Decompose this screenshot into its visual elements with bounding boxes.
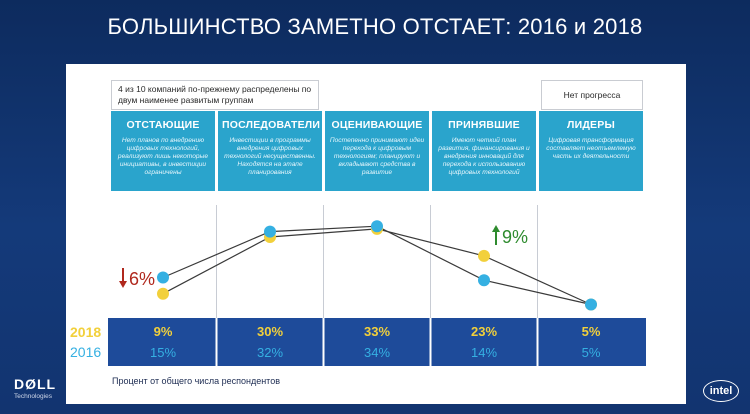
category-name: ПРИНЯВШИЕ	[448, 119, 520, 131]
category-description: Инвестиции в программы внедрения цифровы…	[224, 137, 316, 176]
category-followers: ПОСЛЕДОВАТЕЛИ Инвестиции в программы вне…	[218, 111, 322, 191]
values-row	[108, 318, 646, 366]
change-annotation: 6%	[129, 269, 155, 289]
values-row-divider	[429, 318, 432, 366]
values-row-divider	[215, 318, 218, 366]
category-name: ОЦЕНИВАЮЩИЕ	[331, 119, 423, 131]
laggards-note: 4 из 10 компаний по-прежнему распределен…	[111, 80, 319, 110]
dell-logo-sub: Technologies	[14, 393, 52, 400]
value-label-2018: 9%	[154, 324, 173, 339]
data-point-2016	[478, 274, 490, 287]
data-point-2016	[585, 298, 597, 311]
leaders-note: Нет прогресса	[541, 80, 643, 110]
value-label-2018: 5%	[582, 324, 601, 339]
up-arrow-icon	[492, 225, 500, 232]
values-row-divider	[536, 318, 539, 366]
values-row-divider	[322, 318, 325, 366]
legend-2016: 2016	[70, 344, 102, 360]
category-evaluators: ОЦЕНИВАЮЩИЕ Постепенно принимают идеи пе…	[325, 111, 429, 191]
value-label-2018: 33%	[364, 324, 390, 339]
category-name: ПОСЛЕДОВАТЕЛИ	[222, 119, 321, 131]
value-label-2016: 34%	[364, 345, 390, 360]
down-arrow-icon	[119, 281, 127, 288]
intel-logo: intel	[703, 380, 739, 402]
category-description: Постепенно принимают идеи перехода к циф…	[329, 137, 425, 176]
legend-2018: 2018	[70, 324, 102, 340]
dell-logo: DØLL	[14, 376, 57, 392]
category-description: Цифровая трансформация составляет неотъе…	[546, 137, 636, 160]
value-label-2016: 32%	[257, 345, 283, 360]
data-point-2016	[264, 225, 276, 238]
value-label-2018: 30%	[257, 324, 283, 339]
value-label-2018: 23%	[471, 324, 497, 339]
data-point-2016	[157, 271, 169, 284]
category-name: ЛИДЕРЫ	[567, 119, 615, 131]
category-leaders: ЛИДЕРЫ Цифровая трансформация составляет…	[539, 111, 643, 191]
value-label-2016: 5%	[582, 345, 601, 360]
value-label-2016: 15%	[150, 345, 176, 360]
category-name: ОТСТАЮЩИЕ	[126, 119, 200, 131]
category-description: Имеют четкий план развития, финансирован…	[438, 137, 530, 176]
change-annotation: 9%	[502, 227, 528, 247]
category-description: Нет планов по внедрению цифровых техноло…	[117, 137, 209, 176]
footnote: Процент от общего числа респондентов	[112, 376, 280, 386]
data-point-2018	[157, 287, 169, 300]
page-title: БОЛЬШИНСТВО ЗАМЕТНО ОТСТАЕТ: 2016 и 2018	[107, 14, 643, 39]
data-point-2016	[371, 220, 383, 233]
category-adopters: ПРИНЯВШИЕ Имеют четкий план развития, фи…	[432, 111, 536, 191]
category-laggards: ОТСТАЮЩИЕ Нет планов по внедрению цифров…	[111, 111, 215, 191]
value-label-2016: 14%	[471, 345, 497, 360]
data-point-2018	[478, 249, 490, 262]
